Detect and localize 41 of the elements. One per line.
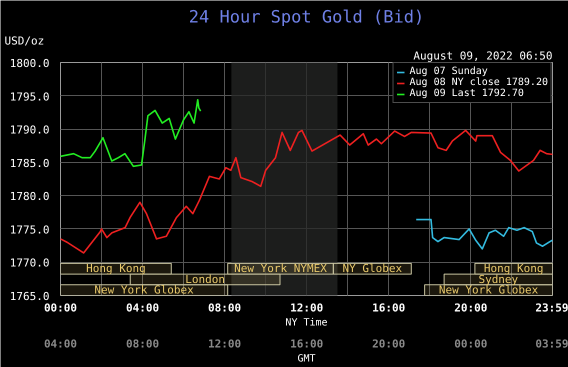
y-tick-label: 1765.0 (10, 290, 50, 303)
y-tick-label: 1775.0 (10, 223, 50, 236)
x2-tick-label: 20:00 (372, 338, 406, 350)
x2-tick-label: 16:00 (290, 338, 324, 350)
x-tick-label: 08:00 (208, 302, 242, 314)
x2-tick-label: 03:59 (535, 338, 568, 350)
band-label: Hong Kong (484, 262, 544, 276)
band-label: NY Globex (342, 262, 402, 276)
x-tick-label: 16:00 (372, 302, 406, 314)
x-axis-title: NY Time (285, 318, 328, 328)
band-label: London (185, 272, 226, 286)
x-tick-label: 23:59 (535, 302, 568, 314)
band-label: New York Globex (94, 284, 194, 297)
band-label: New York NYMEX (234, 262, 328, 276)
y-tick-label: 1770.0 (10, 256, 50, 270)
x2-axis-title: GMT (297, 354, 316, 364)
x2-tick-label: 12:00 (208, 338, 242, 350)
y-tick-label: 1780.0 (10, 190, 50, 204)
x2-tick-label: 00:00 (454, 338, 488, 350)
x2-tick-label: 08:00 (126, 338, 160, 350)
legend-label: Aug 08 NY close 1789.20 (410, 77, 548, 88)
line-series (60, 130, 552, 254)
line-series (60, 98, 202, 168)
x-tick-label: 04:00 (126, 302, 160, 314)
band-label: Hong Kong (86, 262, 146, 276)
y-tick-label: 1795.0 (10, 90, 50, 104)
x-tick-label: 00:00 (44, 302, 78, 314)
band-label: Sydney (478, 272, 519, 286)
chart-subtitle: August 09, 2022 06:50 (413, 50, 553, 62)
chart-title: 24 Hour Spot Gold (Bid) (188, 8, 424, 28)
x-tick-label: 20:00 (454, 302, 488, 314)
y-tick-label: 1790.0 (10, 124, 50, 137)
band-label: New York Globex (438, 284, 539, 297)
x-tick-label: 12:00 (290, 302, 324, 314)
legend-label: Aug 09 Last 1792.70 (410, 88, 524, 99)
legend-label: Aug 07 Sunday (410, 66, 488, 77)
line-series (415, 218, 552, 250)
y-tick-label: 1785.0 (10, 156, 50, 170)
y-axis-title: USD/oz (4, 34, 44, 48)
y-tick-label: 1800.0 (10, 57, 50, 70)
x2-tick-label: 04:00 (44, 338, 78, 350)
